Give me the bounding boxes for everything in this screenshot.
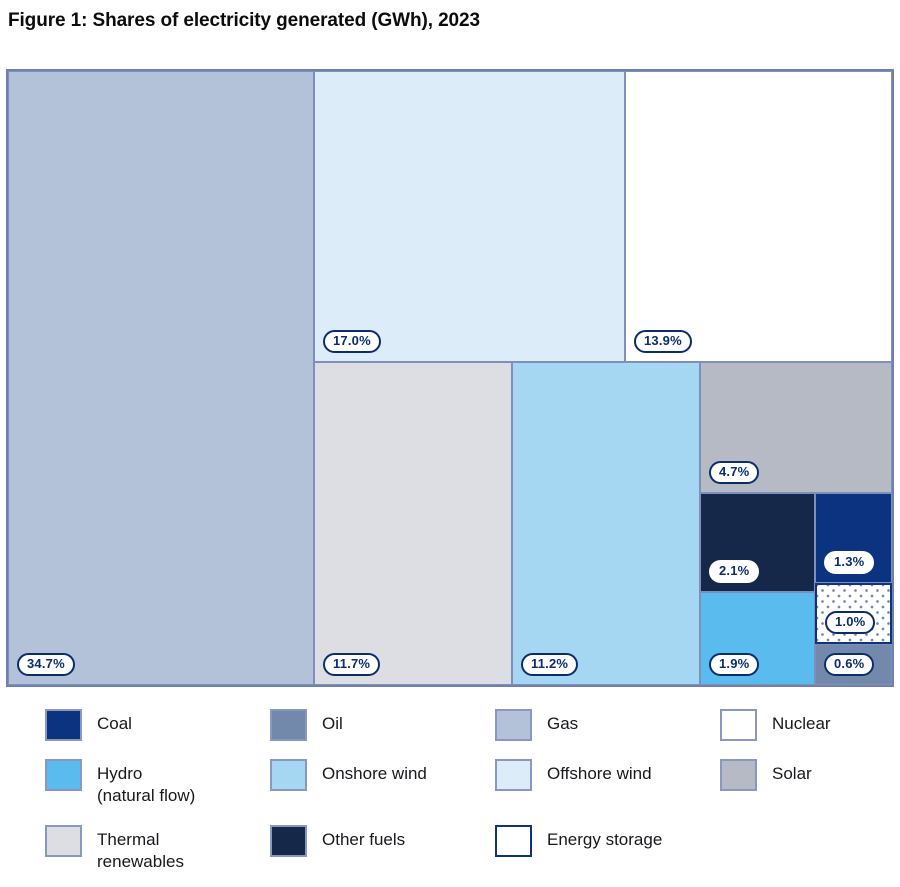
legend-item-onshore-wind: Onshore wind (270, 759, 495, 807)
value-badge-energy-storage: 1.0% (825, 610, 876, 634)
legend-item-gas: Gas (495, 709, 720, 741)
value-badge-solar: 4.7% (709, 460, 760, 484)
legend-label-thermal-renewables: Thermal renewables (97, 830, 184, 871)
legend-item-offshore-wind: Offshore wind (495, 759, 720, 807)
other-fuels-swatch (270, 825, 307, 857)
thermal-renewables-swatch (45, 825, 82, 857)
treemap-cell-energy-storage: 1.0% (815, 583, 892, 644)
legend-item-coal: Coal (45, 709, 270, 741)
energy-storage-swatch (495, 825, 532, 857)
value-badge-oil: 0.6% (824, 652, 875, 676)
chart-legend: Coal Oil Gas Nuclear Hydro (natural flow… (0, 687, 900, 873)
value-badge-coal: 1.3% (824, 550, 875, 574)
value-badge-offshore-wind: 17.0% (323, 329, 381, 353)
legend-item-solar: Solar (720, 759, 900, 807)
treemap-cell-nuclear: 13.9% (625, 71, 892, 362)
treemap-cell-oil: 0.6% (815, 644, 892, 685)
offshore-wind-swatch (495, 759, 532, 791)
solar-swatch (720, 759, 757, 791)
treemap-cell-other-fuels: 2.1% (700, 493, 815, 592)
coal-swatch (45, 709, 82, 741)
treemap-cell-offshore-wind: 17.0% (314, 71, 625, 362)
legend-label-coal: Coal (97, 714, 132, 733)
treemap-cell-onshore-wind: 11.2% (512, 362, 700, 685)
legend-label-nuclear: Nuclear (772, 714, 831, 733)
treemap-cell-hydro: 1.9% (700, 592, 815, 685)
legend-label-other-fuels: Other fuels (322, 830, 406, 849)
value-badge-nuclear: 13.9% (634, 329, 692, 353)
legend-item-nuclear: Nuclear (720, 709, 900, 741)
treemap-cell-thermal-renewables: 11.7% (314, 362, 512, 685)
value-badge-thermal-renewables: 11.7% (323, 652, 381, 676)
hydro-swatch (45, 759, 82, 791)
oil-swatch (270, 709, 307, 741)
gas-swatch (495, 709, 532, 741)
legend-label-energy-storage: Energy storage (547, 830, 663, 849)
legend-item-oil: Oil (270, 709, 495, 741)
value-badge-other-fuels: 2.1% (709, 559, 760, 583)
treemap-cell-solar: 4.7% (700, 362, 892, 493)
legend-item-other-fuels: Other fuels (270, 825, 495, 873)
value-badge-gas: 34.7% (17, 652, 75, 676)
legend-label-onshore-wind: Onshore wind (322, 764, 427, 783)
nuclear-swatch (720, 709, 757, 741)
value-badge-onshore-wind: 11.2% (521, 652, 579, 676)
legend-label-offshore-wind: Offshore wind (547, 764, 652, 783)
value-badge-hydro: 1.9% (709, 652, 760, 676)
legend-label-solar: Solar (772, 764, 812, 783)
treemap-chart: 34.7% 17.0% 13.9% 11.7% 11.2% 4.7% 2.1% … (6, 69, 894, 687)
legend-label-hydro: Hydro (natural flow) (97, 764, 196, 805)
legend-label-oil: Oil (322, 714, 343, 733)
onshore-wind-swatch (270, 759, 307, 791)
legend-item-hydro: Hydro (natural flow) (45, 759, 270, 807)
legend-item-energy-storage: Energy storage (495, 825, 720, 873)
treemap-cell-coal: 1.3% (815, 493, 892, 583)
legend-item-thermal-renewables: Thermal renewables (45, 825, 270, 873)
figure-title: Figure 1: Shares of electricity generate… (8, 10, 480, 31)
legend-label-gas: Gas (547, 714, 579, 733)
treemap-cell-gas: 34.7% (8, 71, 314, 685)
